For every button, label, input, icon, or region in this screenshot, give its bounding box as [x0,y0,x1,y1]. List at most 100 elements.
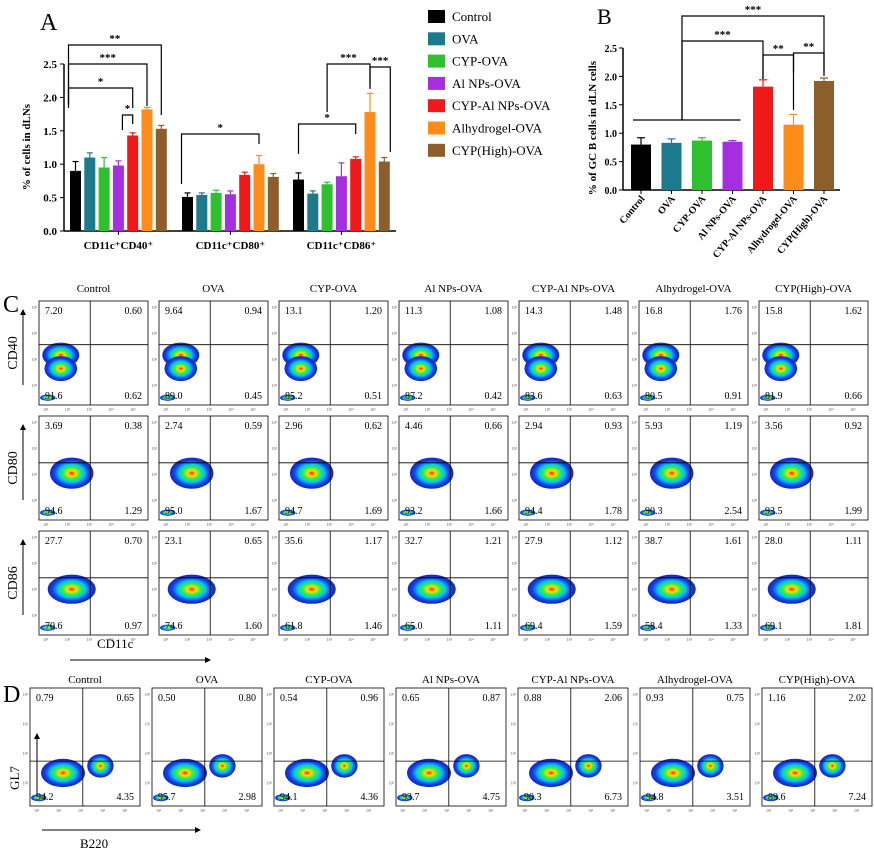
flow-plot-tick: 10⁵ [392,472,398,477]
flow-plot-tick: 10³ [447,637,453,642]
chart-b-ytick-label: 0.0 [605,186,618,197]
flow-plot-tick: 10⁵ [152,472,158,477]
flow-plot-tick: 10⁵ [145,722,151,727]
legend-label: CYP-OVA [452,54,509,69]
flow-plot-tick: 10⁵ [272,535,278,540]
chart-b-bar [692,140,712,190]
quadrant-value-ul: 0.65 [402,693,420,704]
flow-plot-tick: 10⁵ [632,498,638,503]
quadrant-value-ll: 95.0 [165,506,183,517]
density-blob [760,394,776,401]
quadrant-value-lr: 4.75 [483,792,501,803]
flow-d-yaxis-arrow-head [34,733,40,739]
flow-plot-frame [273,687,385,807]
quadrant-value-ur: 0.65 [245,536,263,547]
density-blob [287,574,336,604]
flow-plot-tick: 10³ [730,637,736,642]
flow-c-group-title: CYP(High)-OVA [775,283,852,295]
quadrant-value-ur: 0.96 [361,693,379,704]
quadrant-value-ur: 0.94 [245,306,263,317]
flow-plot-tick: 10³ [730,522,736,527]
panel-label-b: B [597,4,612,29]
flow-plot-tick: 10³ [828,522,834,527]
significance-label: *** [745,4,762,16]
flow-plot-tick: 10⁵ [632,420,638,425]
quadrant-value-ul: 38.7 [645,536,663,547]
flow-plot-tick: 10⁵ [633,751,639,756]
flow-plot-tick: 10³ [828,407,834,412]
flow-plot-tick: 10⁵ [632,472,638,477]
quadrant-value-ll: 90.3 [645,506,663,517]
flow-plot-tick: 10⁵ [392,331,398,336]
flow-plot-tick: 10⁵ [389,722,395,727]
flow-plot-tick: 10³ [283,637,289,642]
flow-plot-frame [517,687,629,807]
density-blob [529,457,574,489]
chart-a-ytick-label: 0.5 [43,193,57,205]
flow-grid-c: CD11c Control OVA CYP-OVA Al NPs-OVA CYP-Al … [6,283,869,663]
flow-plot-tick: 10³ [348,522,354,527]
legend-swatch [428,54,445,68]
quadrant-value-lr: 3.51 [727,792,745,803]
flow-c-xaxis-label: CD11c [97,636,134,651]
chart-a-bar [127,135,139,231]
flow-plot-tick: 10³ [643,407,649,412]
quadrant-value-ul: 1.16 [768,693,786,704]
flow-plot-tick: 10³ [850,407,856,412]
chart-a-bar [112,165,124,231]
flow-plot-tick: 10⁵ [512,331,518,336]
flow-plot-tick: 10⁵ [512,613,518,618]
flow-plot-tick: 10⁵ [272,420,278,425]
flow-plot-tick: 10⁵ [152,587,158,592]
flow-plot-tick: 10³ [178,808,184,813]
flow-plot-tick: 10³ [708,407,714,412]
flow-plot-tick: 10³ [468,522,474,527]
flow-plot-tick: 10⁵ [32,587,38,592]
chart-a-bar [70,170,81,231]
flow-plot-tick: 10³ [65,407,71,412]
chart-a-bar [84,157,96,231]
flow-plot-tick: 10³ [732,808,738,813]
quadrant-value-ll: 58.4 [645,621,663,632]
flow-plot-tick: 10³ [666,808,672,813]
flow-plot-tick: 10⁵ [392,498,398,503]
flow-plot-tick: 10³ [400,808,406,813]
quadrant-value-lr: 1.66 [485,506,503,517]
flow-plot-tick: 10³ [643,637,649,642]
flow-plot-tick: 10³ [278,808,284,813]
flow-plot-tick: 10³ [425,637,431,642]
flow-plot-tick: 10⁵ [272,498,278,503]
flow-plot-tick: 10⁵ [145,692,151,697]
flow-plot-tick: 10³ [588,637,594,642]
flow-plot-tick: 10⁵ [23,722,29,727]
flow-plot-tick: 10³ [665,637,671,642]
chart-a-bar [224,194,236,231]
chart-b-ylabel: % of GC B cells in dLN cells [587,60,599,195]
flow-c-group-title: Alhydrogel-OVA [655,283,731,295]
density-blob [49,457,94,489]
quadrant-value-ul: 3.69 [45,421,63,432]
flow-plot-tick: 10⁵ [267,751,273,756]
quadrant-value-ur: 0.75 [727,693,745,704]
density-blob [763,794,779,802]
flow-plot-tick: 10³ [567,637,573,642]
density-blob [209,754,236,778]
density-blob [44,356,78,382]
quadrant-value-ll: 95.7 [158,792,176,803]
flow-d-xaxis-label: B220 [80,836,108,851]
quadrant-value-ll: 83.6 [525,391,543,402]
flow-plot-tick: 10³ [523,407,529,412]
density-blob [280,394,296,401]
density-blob [285,758,329,788]
flow-plot-tick: 10³ [100,808,106,813]
density-blob [769,457,814,489]
flow-plot-tick: 10³ [763,637,769,642]
quadrant-value-lr: 0.42 [485,391,503,402]
density-blob [520,394,536,401]
quadrant-value-ur: 0.62 [365,421,383,432]
flow-plot-tick: 10³ [300,808,306,813]
quadrant-value-ul: 5.93 [645,421,663,432]
legend-label: Al NPs-OVA [452,76,521,91]
quadrant-value-ul: 14.3 [525,306,543,317]
flow-plot-tick: 10⁵ [32,383,38,388]
